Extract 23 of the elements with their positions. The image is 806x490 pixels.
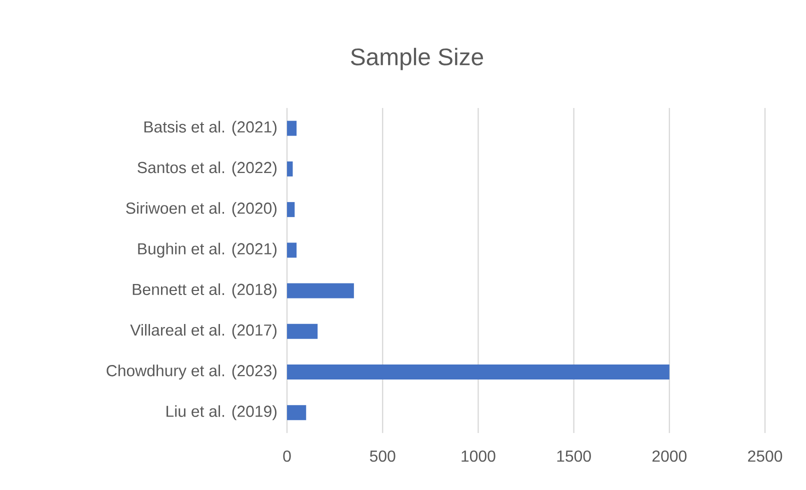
bar <box>287 242 297 258</box>
y-tick-label: Santos et al. (2022) <box>138 162 276 176</box>
x-tick-label: 500 <box>370 450 396 462</box>
y-tick-label: Bennett et al. (2018) <box>132 283 276 298</box>
bar <box>287 283 354 298</box>
y-tick-label: Liu et al. (2019) <box>166 405 276 420</box>
bar <box>287 161 293 176</box>
x-tick-label: 1000 <box>462 450 496 462</box>
x-tick-label: 0 <box>283 450 291 462</box>
bar <box>287 202 295 218</box>
y-tick-label: Bughin et al. (2021) <box>138 242 276 258</box>
bar <box>287 324 318 339</box>
x-tick-label: 2500 <box>748 450 782 462</box>
y-tick-label: Chowdhury et al. (2023) <box>106 364 276 380</box>
x-tick-label: 1500 <box>557 450 591 462</box>
y-tick-label: Siriwoen et al. (2020) <box>126 202 276 217</box>
x-tick-label: 2000 <box>652 450 686 462</box>
y-tick-label: Villareal et al. (2017) <box>130 324 276 339</box>
y-tick-label: Batsis et al. (2021) <box>144 120 276 136</box>
bar <box>287 405 306 420</box>
bar <box>287 364 670 380</box>
bar <box>287 120 297 136</box>
chart-title: Sample Size <box>350 48 484 70</box>
